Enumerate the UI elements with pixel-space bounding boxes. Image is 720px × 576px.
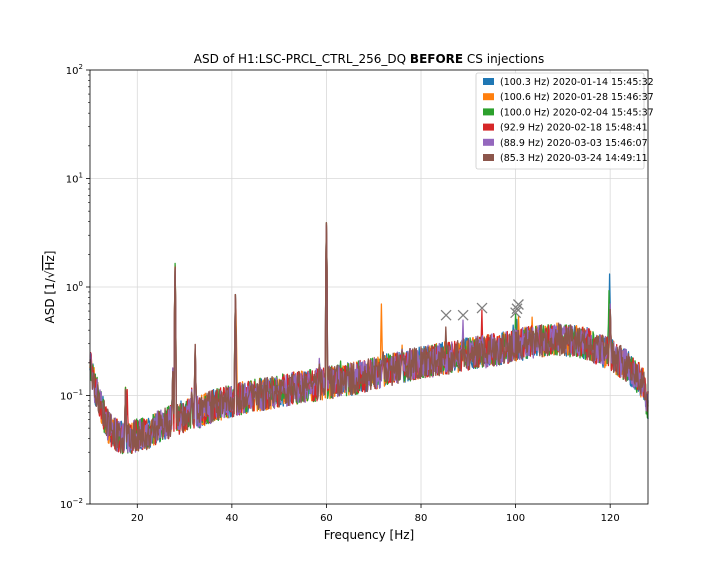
legend-label-3: (100.0 Hz) 2020-02-04 15:45:37 [500, 107, 654, 118]
y-tick-label-0: 10−2 [60, 497, 83, 511]
series-line-6 [89, 221, 649, 454]
legend-label-6: (85.3 Hz) 2020-03-24 14:49:11 [500, 153, 648, 164]
legend-label-4: (92.9 Hz) 2020-02-18 15:48:41 [500, 123, 648, 134]
legend-swatch-3 [483, 108, 494, 116]
peak-marker-2 [457, 309, 469, 321]
legend-swatch-6 [483, 154, 494, 161]
y-tick-layer: 10−2 10−1 100 101 102 [60, 63, 90, 511]
peak-marker-5 [511, 303, 523, 315]
x-tick-label-2: 60 [320, 513, 333, 524]
legend-label-2: (100.6 Hz) 2020-01-28 15:46:37 [500, 92, 654, 103]
x-axis-label: Frequency [Hz] [324, 528, 415, 542]
legend-swatch-4 [483, 123, 494, 131]
peak-marker-6 [512, 299, 524, 310]
x-tick-label-3: 80 [415, 513, 428, 524]
peak-marker-1 [440, 309, 452, 321]
y-axis-label-suffix: ] [43, 251, 57, 256]
y-tick-label-4: 102 [66, 63, 83, 77]
chart-title-suffix: CS injections [463, 52, 544, 66]
y-axis-label-text: ASD [1/√Hz] [43, 251, 57, 324]
marker-layer [440, 299, 524, 321]
y-axis-label: ASD [1/√Hz] [43, 251, 57, 324]
x-tick-label-4: 100 [506, 513, 525, 524]
legend-swatch-2 [483, 93, 494, 101]
chart-title: ASD of H1:LSC-PRCL_CTRL_256_DQ BEFORE CS… [194, 52, 544, 66]
peak-marker-4 [510, 307, 522, 319]
x-tick-label-5: 120 [601, 513, 620, 524]
legend-swatch-5 [483, 138, 494, 146]
chart-title-prefix: ASD of H1:LSC-PRCL_CTRL_256_DQ [194, 52, 410, 66]
y-tick-label-1: 10−1 [60, 389, 83, 403]
legend-label-5: (88.9 Hz) 2020-03-03 15:46:07 [500, 138, 648, 149]
chart-title-bold: BEFORE [410, 52, 463, 66]
y-axis-label-prefix: ASD [1/ [43, 277, 57, 323]
y-axis-label-sqrt-arg: Hz [43, 255, 57, 270]
x-tick-label-0: 20 [131, 513, 144, 524]
peak-marker-3 [476, 302, 488, 314]
series-layer [89, 221, 649, 455]
legend: (100.3 Hz) 2020-01-14 15:45:32 (100.6 Hz)… [475, 72, 654, 170]
y-tick-label-3: 101 [66, 172, 83, 186]
legend-label-1: (100.3 Hz) 2020-01-14 15:45:32 [500, 77, 654, 88]
sqrt-sign: √ [43, 270, 57, 278]
legend-swatch-1 [483, 78, 494, 85]
x-tick-layer: 20 40 60 80 100 120 [131, 504, 620, 524]
x-tick-label-1: 40 [225, 513, 238, 524]
y-tick-label-2: 100 [66, 280, 83, 294]
legend-box [475, 72, 645, 170]
